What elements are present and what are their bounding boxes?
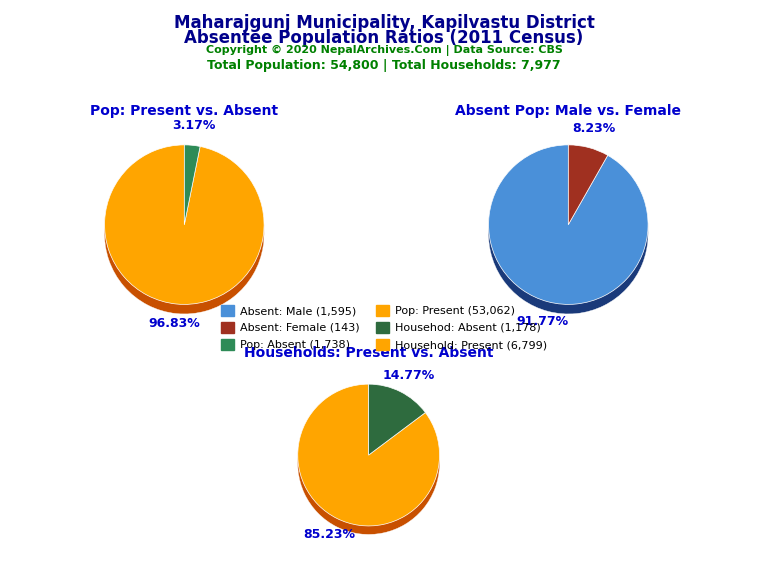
Wedge shape [104,154,264,314]
Text: Total Population: 54,800 | Total Households: 7,977: Total Population: 54,800 | Total Househo… [207,59,561,73]
Wedge shape [184,150,200,229]
Wedge shape [104,146,264,306]
Text: Copyright © 2020 NepalArchives.Com | Data Source: CBS: Copyright © 2020 NepalArchives.Com | Dat… [206,45,562,56]
Wedge shape [298,385,439,528]
Wedge shape [488,150,648,309]
Wedge shape [568,146,607,225]
Wedge shape [568,153,607,233]
Wedge shape [488,151,648,311]
Wedge shape [184,146,200,225]
Wedge shape [568,150,607,229]
Text: 14.77%: 14.77% [382,369,435,382]
Wedge shape [184,148,200,228]
Wedge shape [369,385,425,456]
Wedge shape [298,393,439,535]
Title: Absent Pop: Male vs. Female: Absent Pop: Male vs. Female [455,104,681,119]
Wedge shape [184,151,200,231]
Wedge shape [298,391,439,533]
Text: 8.23%: 8.23% [572,122,615,135]
Wedge shape [568,154,607,233]
Wedge shape [488,148,648,308]
Wedge shape [184,153,200,233]
Wedge shape [568,150,607,230]
Wedge shape [488,152,648,312]
Wedge shape [488,149,648,308]
Wedge shape [298,387,439,529]
Wedge shape [568,147,607,227]
Wedge shape [568,152,607,232]
Wedge shape [298,384,439,526]
Wedge shape [568,149,607,229]
Wedge shape [104,152,264,312]
Wedge shape [298,389,439,531]
Wedge shape [104,150,264,310]
Text: 96.83%: 96.83% [148,317,200,331]
Wedge shape [184,152,200,232]
Wedge shape [369,388,425,459]
Wedge shape [184,154,200,234]
Wedge shape [298,388,439,530]
Text: 91.77%: 91.77% [517,314,569,328]
Wedge shape [369,385,425,456]
Wedge shape [568,148,607,228]
Wedge shape [104,146,264,305]
Wedge shape [298,392,439,534]
Text: Absentee Population Ratios (2011 Census): Absentee Population Ratios (2011 Census) [184,29,584,47]
Wedge shape [488,154,648,314]
Text: 85.23%: 85.23% [303,528,355,541]
Wedge shape [369,391,425,462]
Wedge shape [104,154,264,313]
Wedge shape [298,385,439,526]
Wedge shape [488,145,648,304]
Legend: Absent: Male (1,595), Absent: Female (143), Pop: Absent (1,738), Pop: Present (5: Absent: Male (1,595), Absent: Female (14… [217,300,551,354]
Wedge shape [184,149,200,229]
Title: Pop: Present vs. Absent: Pop: Present vs. Absent [91,104,278,119]
Wedge shape [104,149,264,308]
Wedge shape [298,390,439,532]
Wedge shape [104,151,264,311]
Wedge shape [184,150,200,230]
Wedge shape [488,146,648,305]
Wedge shape [184,147,200,227]
Wedge shape [298,391,439,532]
Wedge shape [369,386,425,457]
Wedge shape [104,153,264,312]
Title: Households: Present vs. Absent: Households: Present vs. Absent [244,346,493,361]
Wedge shape [369,384,425,455]
Text: 3.17%: 3.17% [173,119,216,132]
Wedge shape [104,147,264,307]
Wedge shape [488,147,648,307]
Wedge shape [568,154,607,234]
Wedge shape [184,154,200,233]
Wedge shape [568,151,607,231]
Text: Maharajgunj Municipality, Kapilvastu District: Maharajgunj Municipality, Kapilvastu Dis… [174,14,594,32]
Wedge shape [104,148,264,308]
Wedge shape [184,146,200,226]
Wedge shape [369,390,425,461]
Wedge shape [104,150,264,309]
Wedge shape [488,153,648,312]
Wedge shape [104,145,264,304]
Wedge shape [369,388,425,458]
Wedge shape [488,150,648,310]
Wedge shape [298,388,439,529]
Wedge shape [184,145,200,225]
Wedge shape [568,145,607,225]
Wedge shape [369,392,425,463]
Wedge shape [369,391,425,461]
Wedge shape [488,146,648,306]
Wedge shape [369,393,425,464]
Wedge shape [298,386,439,528]
Wedge shape [488,154,648,313]
Wedge shape [369,387,425,458]
Wedge shape [568,146,607,226]
Wedge shape [369,389,425,460]
